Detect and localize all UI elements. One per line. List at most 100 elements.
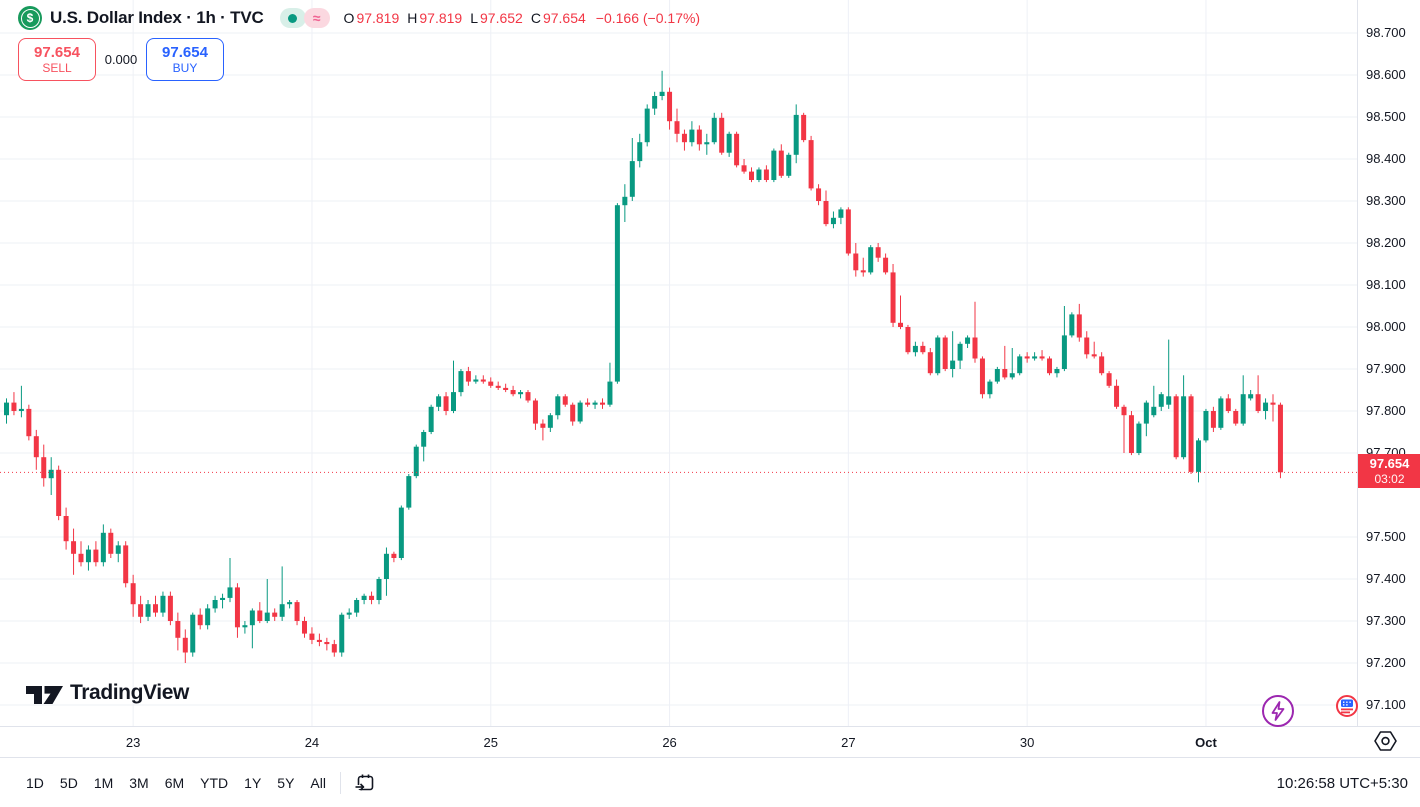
candle-body — [1255, 394, 1261, 411]
candle-body — [1218, 398, 1224, 428]
market-status-dot-icon — [288, 13, 298, 23]
candle-body — [421, 432, 427, 447]
candle-body — [227, 587, 233, 598]
price-axis-label: 98.000 — [1366, 319, 1406, 334]
high-value: 97.819 — [419, 10, 463, 26]
price-axis-label: 97.900 — [1366, 361, 1406, 376]
candle-body — [220, 597, 226, 600]
candle-body — [48, 469, 54, 479]
time-axis[interactable]: 23 24 25 26 27 30 Oct — [0, 726, 1420, 758]
price-axis-label: 97.300 — [1366, 613, 1406, 628]
delayed-data-pill[interactable]: ≈ — [303, 8, 330, 28]
trade-widget: 97.654 SELL 0.000 97.654 BUY — [18, 38, 224, 81]
buy-price: 97.654 — [162, 43, 208, 61]
candle-body — [1240, 394, 1246, 424]
candle-body — [1002, 369, 1008, 378]
price-axis-label: 97.100 — [1366, 697, 1406, 712]
candle-body — [942, 337, 948, 369]
range-button-1y[interactable]: 1Y — [244, 775, 262, 791]
price-axis-label: 98.300 — [1366, 193, 1406, 208]
candle-body — [436, 396, 442, 407]
chart-header: $ U.S. Dollar Index · 1h · TVC ≈ O 97.819… — [18, 6, 700, 30]
candle-body — [1024, 356, 1030, 359]
candle-body — [637, 142, 643, 162]
lightning-icon[interactable] — [1261, 694, 1295, 728]
buy-button[interactable]: 97.654 BUY — [146, 38, 224, 81]
price-axis[interactable]: 97.654 03:02 98.700 98.600 98.500 98.400 98.… — [1357, 0, 1420, 726]
candle-body — [1106, 373, 1112, 386]
last-price-label: 97.654 03:02 — [1358, 454, 1420, 489]
candle-body — [115, 545, 121, 554]
candle-body — [406, 476, 412, 508]
candle-body — [845, 209, 851, 254]
open-value: 97.819 — [356, 10, 400, 26]
sell-price: 97.654 — [34, 43, 80, 61]
last-price-value: 97.654 — [1369, 456, 1410, 472]
candle-body — [1114, 385, 1120, 407]
tradingview-logo[interactable]: TradingView — [24, 679, 189, 707]
candle-body — [11, 402, 17, 411]
session-clock[interactable]: 10:26:58 UTC+5:30 — [1276, 774, 1408, 792]
candle-body — [190, 614, 196, 653]
candle-body — [622, 196, 628, 206]
sell-button[interactable]: 97.654 SELL — [18, 38, 96, 81]
candle-body — [667, 91, 673, 122]
go-to-date-icon[interactable] — [353, 771, 377, 795]
range-button-1m[interactable]: 1M — [93, 775, 114, 791]
range-button-all[interactable]: All — [310, 775, 326, 791]
candle-body — [570, 404, 576, 422]
candle-body — [428, 406, 434, 432]
tradingview-wordmark: TradingView — [70, 681, 189, 704]
candle-body — [577, 402, 583, 422]
candle-body — [1181, 396, 1187, 458]
candle-body — [860, 270, 866, 273]
candle-body — [175, 621, 181, 638]
candle-body — [830, 217, 836, 225]
low-label: L — [470, 10, 479, 26]
candle-body — [324, 642, 330, 645]
candle-body — [808, 140, 814, 189]
market-status-dot-pill[interactable] — [279, 8, 306, 28]
ohlc-readout: O 97.819 H 97.819 L 97.652 C 97.654 −0.166 (… — [344, 10, 701, 26]
candle-body — [1099, 356, 1105, 374]
candle-body — [801, 114, 807, 141]
candle-body — [890, 272, 896, 323]
candle-body — [1017, 356, 1023, 374]
range-button-ytd[interactable]: YTD — [200, 775, 229, 791]
hexagon-settings-icon[interactable] — [1373, 729, 1398, 753]
candle-body — [41, 457, 47, 479]
candle-body — [994, 369, 1000, 382]
candle-body — [130, 583, 136, 605]
range-button-1d[interactable]: 1D — [26, 775, 44, 791]
price-axis-label: 97.200 — [1366, 655, 1406, 670]
dollar-coin-icon: $ — [18, 6, 42, 30]
candle-body — [1225, 398, 1231, 411]
candle-body — [503, 387, 509, 390]
candle-body — [458, 371, 464, 393]
candle-body — [272, 612, 278, 617]
candle-body — [160, 595, 166, 613]
candle-body — [1263, 402, 1269, 411]
price-axis-label: 98.200 — [1366, 235, 1406, 250]
range-button-5y[interactable]: 5Y — [277, 775, 295, 791]
chart-canvas[interactable] — [0, 0, 1357, 726]
candle-body — [316, 639, 322, 642]
candle-body — [883, 257, 889, 273]
candle-body — [257, 610, 263, 621]
range-button-5d[interactable]: 5D — [59, 775, 78, 791]
candle-body — [920, 345, 926, 353]
symbol-title[interactable]: U.S. Dollar Index · 1h · TVC — [50, 8, 264, 27]
price-axis-label: 98.600 — [1366, 67, 1406, 82]
candle-body — [734, 133, 740, 166]
candle-body — [26, 408, 32, 437]
time-axis-label: 30 — [1019, 735, 1035, 750]
candle-body — [71, 541, 77, 554]
candle-body — [681, 133, 687, 143]
candle-body — [1091, 354, 1097, 357]
economic-event-icon[interactable] — [1336, 695, 1358, 717]
candle-body — [927, 352, 933, 374]
range-button-6m[interactable]: 6M — [164, 775, 185, 791]
range-button-3m[interactable]: 3M — [129, 775, 149, 791]
market-status-pills[interactable]: ≈ — [279, 8, 330, 28]
